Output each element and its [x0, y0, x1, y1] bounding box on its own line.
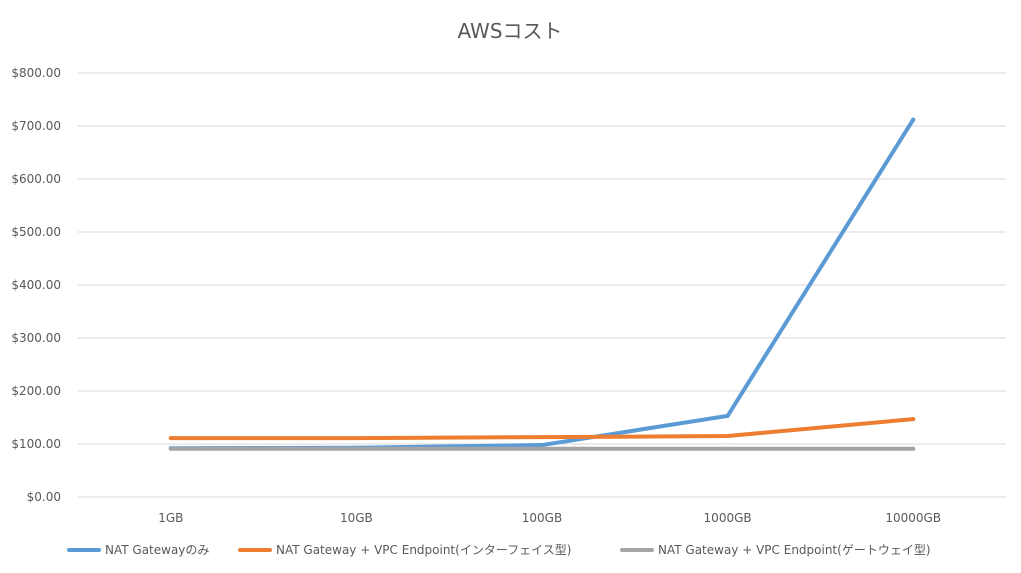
data-point	[168, 436, 173, 441]
x-tick-label: 10000GB	[885, 511, 941, 525]
data-point	[911, 117, 916, 122]
series-lines	[168, 117, 916, 451]
series-2	[168, 417, 916, 441]
y-tick-label: $500.00	[11, 225, 61, 239]
data-point	[354, 436, 359, 441]
legend-label: NAT Gateway + VPC Endpoint(インターフェイス型)	[276, 543, 571, 557]
legend-label: NAT Gateway + VPC Endpoint(ゲートウェイ型)	[658, 543, 931, 557]
data-point	[911, 417, 916, 422]
y-tick-label: $400.00	[11, 278, 61, 292]
x-tick-label: 10GB	[340, 511, 373, 525]
legend-label: NAT Gatewayのみ	[105, 543, 209, 557]
data-point	[725, 413, 730, 418]
x-tick-label: 1000GB	[704, 511, 752, 525]
y-tick-label: $200.00	[11, 384, 61, 398]
chart-title: AWSコスト	[457, 19, 562, 43]
y-tick-label: $300.00	[11, 331, 61, 345]
data-point	[911, 446, 916, 451]
data-point	[354, 446, 359, 451]
data-point	[540, 446, 544, 451]
y-axis-tick-labels: $0.00 $100.00 $200.00 $300.00 $400.00 $500.00…	[11, 66, 61, 504]
gridlines	[78, 72, 1006, 498]
x-tick-label: 100GB	[522, 511, 562, 525]
y-tick-label: $600.00	[11, 172, 61, 186]
y-tick-label: $0.00	[27, 490, 61, 504]
legend-item: NAT Gatewayのみ	[67, 543, 209, 557]
series-3	[168, 446, 916, 451]
legend-item: NAT Gateway + VPC Endpoint(インターフェイス型)	[238, 543, 571, 557]
legend-item: NAT Gateway + VPC Endpoint(ゲートウェイ型)	[620, 543, 931, 557]
y-tick-label: $100.00	[11, 437, 61, 451]
x-tick-label: 1GB	[158, 511, 183, 525]
data-point	[540, 435, 544, 440]
series-1	[168, 117, 916, 451]
x-axis-tick-labels: 1GB 10GB 100GB 1000GB 10000GB	[158, 511, 941, 525]
y-tick-label: $700.00	[11, 119, 61, 133]
data-point	[540, 443, 544, 448]
data-point	[725, 446, 730, 451]
legend: NAT Gatewayのみ NAT Gateway + VPC Endpoint(…	[67, 543, 931, 557]
series-line	[168, 117, 916, 451]
data-point	[168, 446, 173, 451]
y-tick-label: $800.00	[11, 66, 61, 80]
data-point	[725, 434, 730, 439]
